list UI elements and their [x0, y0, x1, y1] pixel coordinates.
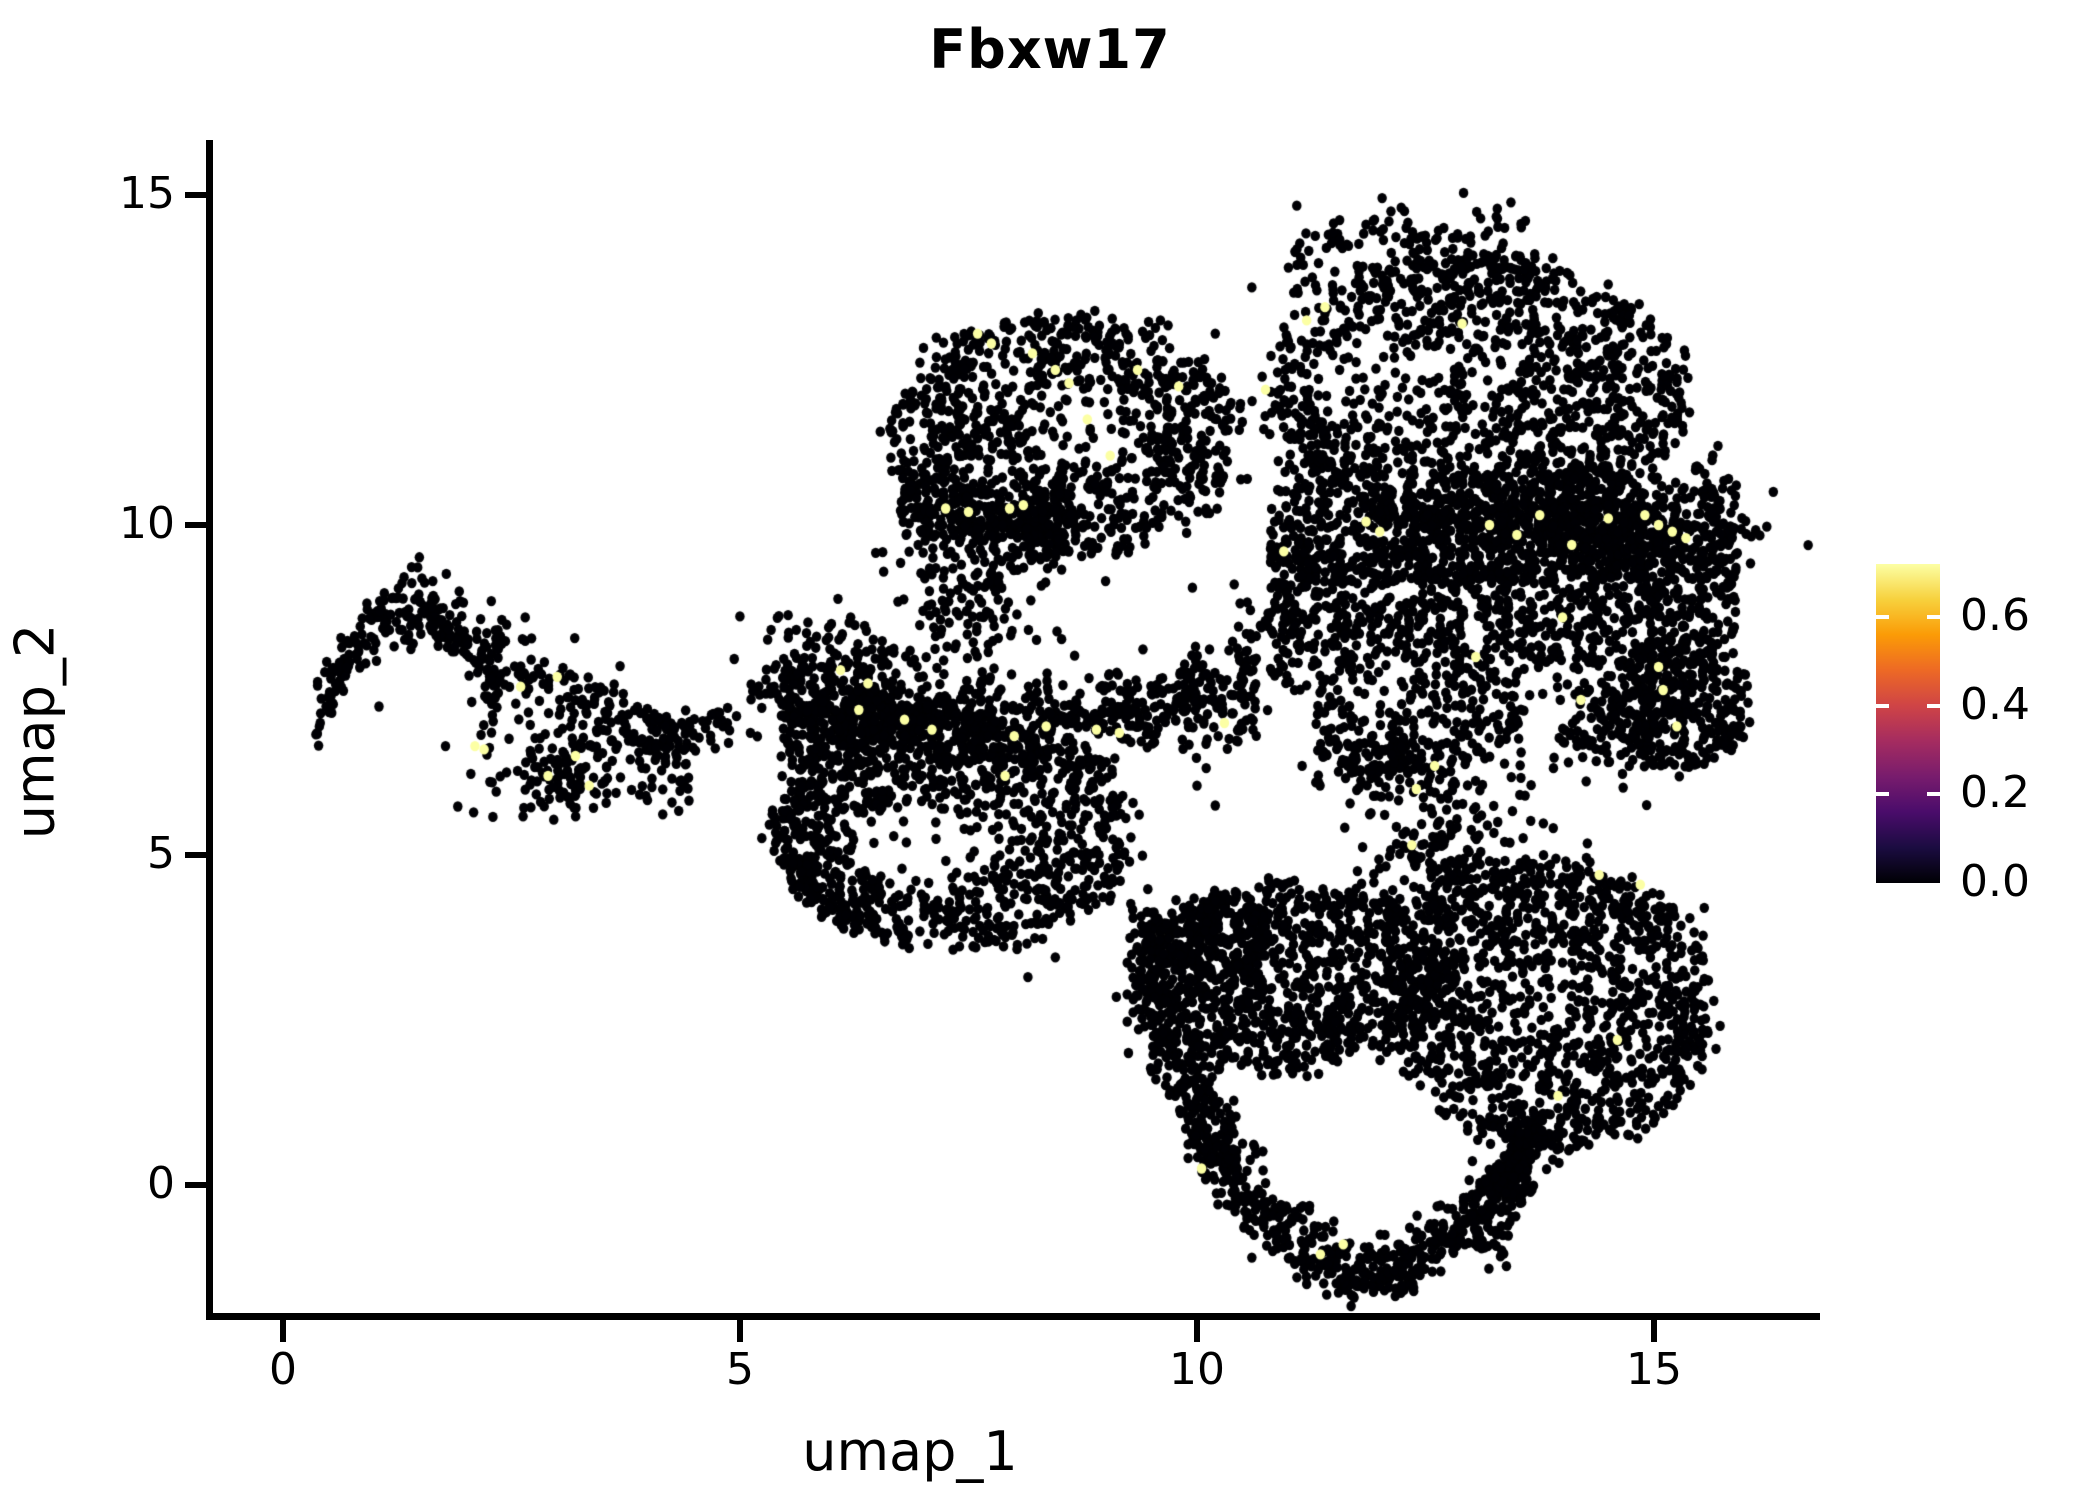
- scatter-plot-area: [210, 140, 1820, 1320]
- y-tick-label: 5: [147, 828, 175, 879]
- x-axis-title: umap_1: [802, 1420, 1018, 1483]
- x-axis-spine: [206, 1313, 1820, 1320]
- y-tick-mark: [185, 522, 207, 528]
- colorbar-tick-mark: [1927, 615, 1940, 620]
- x-tick-label: 10: [1169, 1344, 1225, 1395]
- y-tick-label: 10: [119, 498, 175, 549]
- colorbar-tick-mark: [1876, 703, 1889, 708]
- colorbar-tick-mark: [1876, 792, 1889, 797]
- y-tick-label: 0: [147, 1158, 175, 1209]
- colorbar-tick-mark: [1927, 703, 1940, 708]
- y-tick-mark: [185, 1182, 207, 1188]
- x-tick-mark: [737, 1320, 743, 1342]
- scatter-points-canvas: [210, 140, 1820, 1320]
- x-tick-mark: [1194, 1320, 1200, 1342]
- y-tick-mark: [185, 192, 207, 198]
- colorbar-tick-mark: [1876, 615, 1889, 620]
- x-tick-mark: [1651, 1320, 1657, 1342]
- colorbar-gradient: [1876, 564, 1940, 883]
- x-tick-mark: [280, 1320, 286, 1342]
- colorbar-tick-label: 0.2: [1960, 767, 2030, 819]
- y-axis-title: umap_2: [3, 623, 67, 840]
- x-tick-label: 0: [269, 1344, 297, 1395]
- y-tick-mark: [185, 852, 207, 858]
- colorbar-tick-label: 0.4: [1960, 678, 2030, 730]
- colorbar-tick-mark: [1927, 792, 1940, 797]
- colorbar-tick-label: 0.0: [1960, 856, 2030, 907]
- x-tick-label: 5: [726, 1344, 754, 1395]
- colorbar-tick-label: 0.6: [1960, 590, 2030, 642]
- y-tick-label: 15: [119, 168, 175, 219]
- page-title: Fbxw17: [929, 18, 1171, 81]
- expression-colorbar: 0.6 0.4 0.2 0.0: [1876, 564, 2096, 904]
- y-axis-spine: [206, 140, 213, 1320]
- x-tick-label: 15: [1626, 1344, 1682, 1395]
